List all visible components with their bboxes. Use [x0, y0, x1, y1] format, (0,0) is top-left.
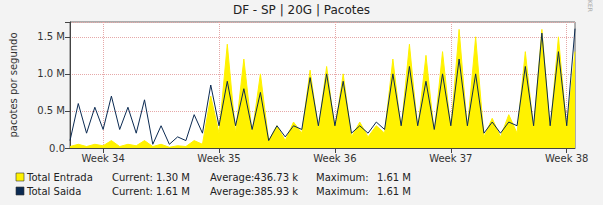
svg-text:Total Saida: Total Saida — [26, 186, 81, 197]
svg-text:Average:: Average: — [210, 186, 254, 197]
svg-text:Week 38: Week 38 — [545, 153, 588, 164]
svg-text:385.93 k: 385.93 k — [254, 186, 298, 197]
svg-text:436.73 k: 436.73 k — [254, 172, 298, 183]
svg-text:1.61 M: 1.61 M — [377, 186, 411, 197]
svg-text:RRDTOOL / TOBI OETIKER: RRDTOOL / TOBI OETIKER — [587, 0, 594, 12]
svg-text:1.61 M: 1.61 M — [377, 172, 411, 183]
svg-text:1.5 M: 1.5 M — [37, 31, 65, 42]
svg-text:Total Entrada: Total Entrada — [26, 172, 93, 183]
svg-text:1.30 M: 1.30 M — [156, 172, 190, 183]
svg-text:1.0 M: 1.0 M — [37, 68, 65, 79]
svg-text:0.0: 0.0 — [49, 143, 65, 154]
svg-text:Current:: Current: — [112, 172, 153, 183]
svg-text:Week 37: Week 37 — [429, 153, 472, 164]
svg-text:Week 35: Week 35 — [197, 153, 240, 164]
svg-text:Week 36: Week 36 — [313, 153, 356, 164]
svg-text:DF - SP | 20G | Pacotes: DF - SP | 20G | Pacotes — [233, 3, 370, 17]
svg-text:Maximum:: Maximum: — [316, 172, 369, 183]
svg-text:Average:: Average: — [210, 172, 254, 183]
svg-text:1.61 M: 1.61 M — [156, 186, 190, 197]
svg-text:pacotes por segundo: pacotes por segundo — [8, 32, 19, 137]
svg-text:Current:: Current: — [112, 186, 153, 197]
svg-text:0.5 M: 0.5 M — [37, 105, 65, 116]
svg-text:Week 34: Week 34 — [81, 153, 124, 164]
svg-text:Maximum:: Maximum: — [316, 186, 369, 197]
